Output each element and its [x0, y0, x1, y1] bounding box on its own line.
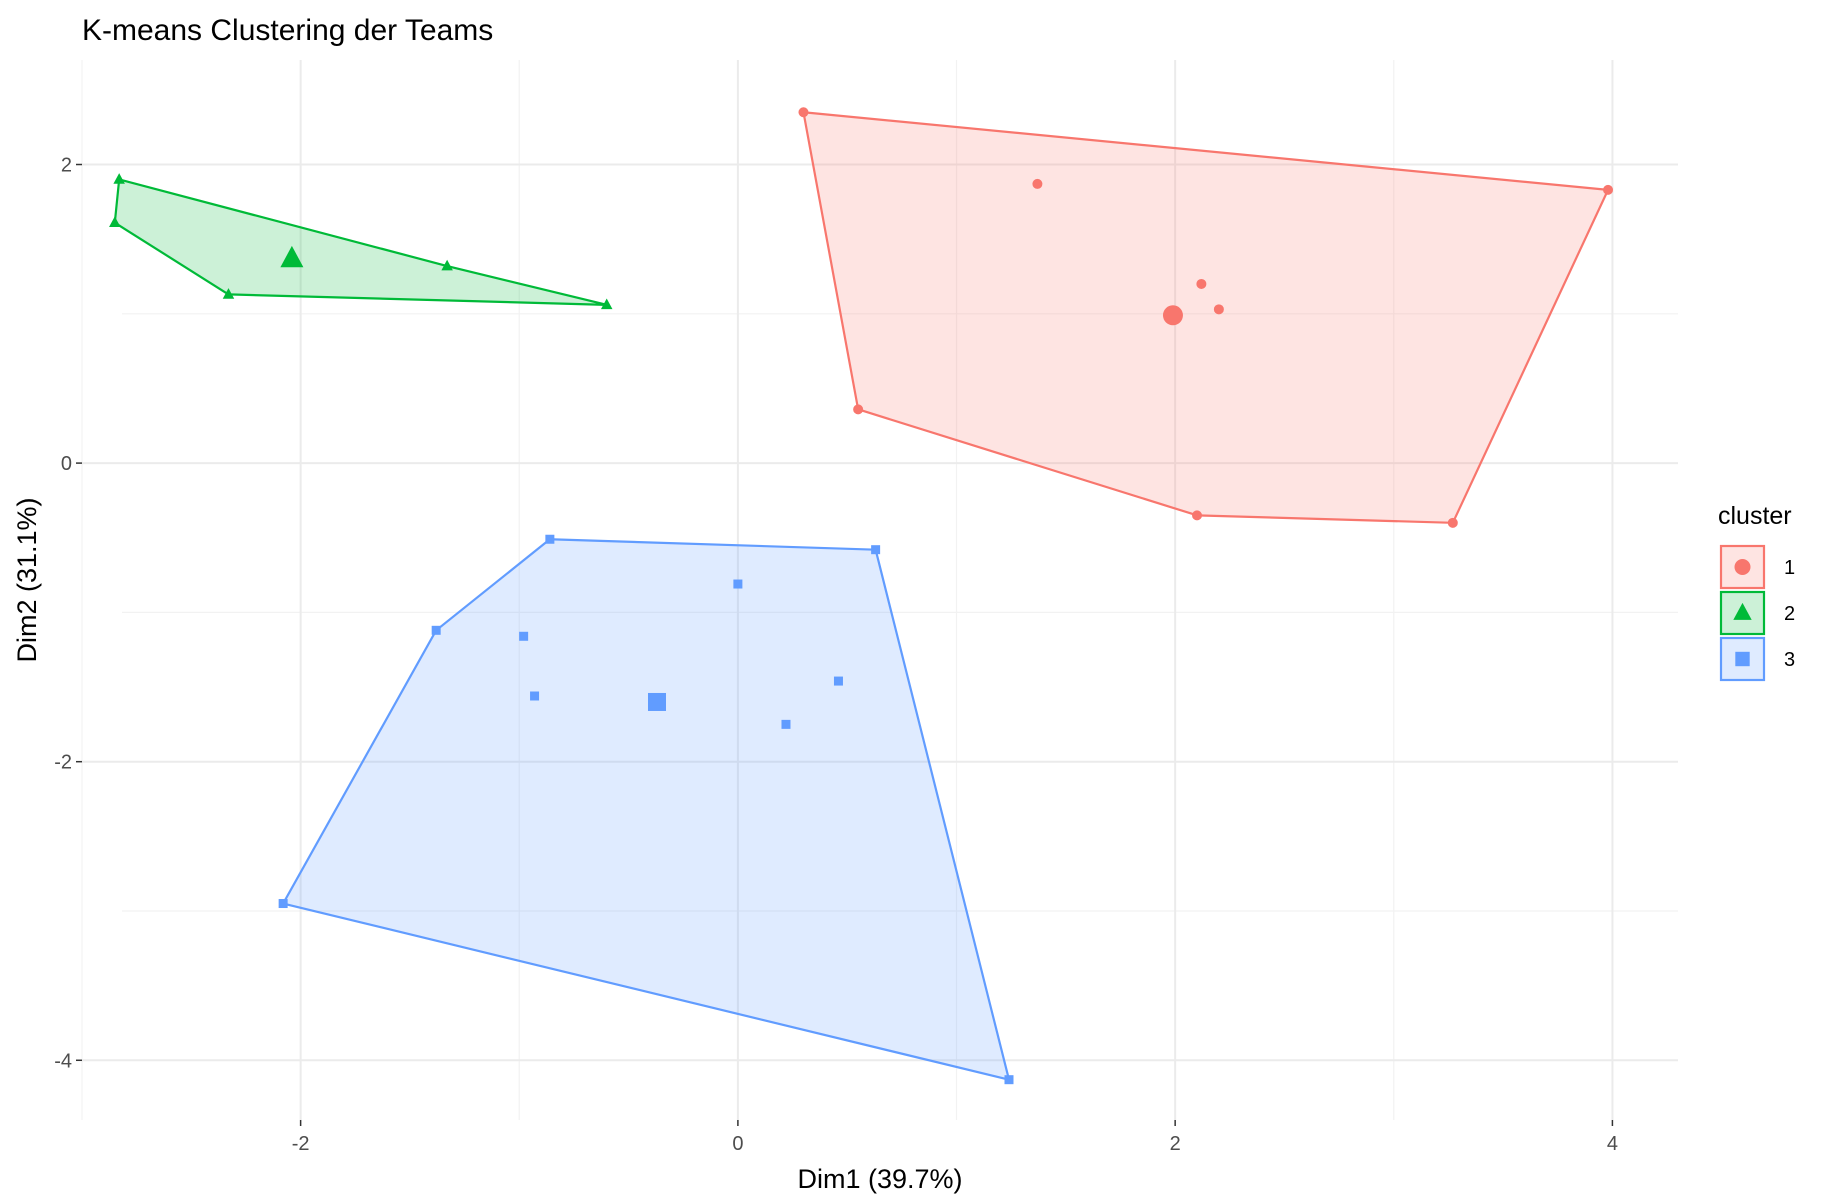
cluster-3-point — [781, 719, 791, 729]
chart-title: K-means Clustering der Teams — [82, 14, 493, 47]
legend-marker-2 — [1733, 602, 1752, 620]
cluster-3-hull — [282, 538, 1011, 1081]
x-tick-label: 0 — [732, 1133, 743, 1155]
cluster-3-point — [278, 899, 288, 909]
x-axis-title: Dim1 (39.7%) — [797, 1164, 962, 1194]
cluster-3-point — [871, 545, 881, 555]
legend-key-2 — [1719, 590, 1766, 636]
cluster-1-point — [1196, 278, 1207, 289]
y-tick-label: 0 — [61, 453, 72, 475]
cluster-2-point — [109, 216, 121, 228]
cluster-1-center — [1162, 305, 1183, 326]
y-tick-label: 2 — [61, 155, 72, 177]
cluster-1-point — [1603, 184, 1614, 195]
cluster-2-point — [222, 288, 235, 299]
plot-panel — [81, 60, 1678, 1120]
cluster-1-hull — [802, 111, 1610, 524]
cluster-3-point — [530, 691, 540, 701]
x-tick-label: 4 — [1607, 1133, 1618, 1155]
cluster-3-point — [545, 534, 555, 544]
x-tick-label: -2 — [292, 1133, 310, 1155]
legend-label-1: 1 — [1784, 557, 1795, 579]
cluster-1-point — [1447, 517, 1458, 528]
x-tick-label: 2 — [1170, 1133, 1181, 1155]
cluster-1-point — [853, 404, 864, 415]
cluster-2-point — [600, 298, 613, 310]
cluster-1-point — [1192, 510, 1203, 521]
y-tick-label: -2 — [54, 752, 72, 774]
cluster-3-point — [1004, 1075, 1014, 1085]
cluster-3-point — [733, 579, 743, 589]
cluster-2-point — [441, 259, 453, 271]
y-axis-title: Dim2 (31.1%) — [12, 497, 42, 662]
legend-marker-3 — [1735, 651, 1750, 667]
cluster-1-point — [1032, 178, 1043, 189]
cluster-2-point — [113, 173, 125, 184]
legend-label-2: 2 — [1784, 603, 1795, 625]
cluster-2-center — [280, 245, 304, 268]
y-axis: 2 0 -2 -4 — [54, 155, 82, 1072]
grid-major — [82, 60, 1678, 1120]
cluster-3-point — [431, 625, 441, 635]
cluster-3-point — [833, 676, 843, 686]
cluster-1-point — [1213, 304, 1224, 315]
legend: cluster 1 2 3 — [1718, 502, 1795, 682]
cluster-3-center — [647, 692, 666, 711]
cluster-1-point — [798, 107, 809, 118]
legend-label-3: 3 — [1784, 649, 1795, 671]
legend-marker-1 — [1734, 559, 1751, 575]
cluster-3-point — [519, 631, 529, 641]
data-points — [109, 107, 1614, 1085]
cluster-hulls — [113, 111, 1610, 1081]
x-axis: -2 0 2 4 — [292, 1120, 1618, 1155]
cluster-2-hull — [113, 178, 608, 306]
y-tick-label: -4 — [54, 1050, 72, 1072]
legend-title: cluster — [1718, 502, 1792, 530]
